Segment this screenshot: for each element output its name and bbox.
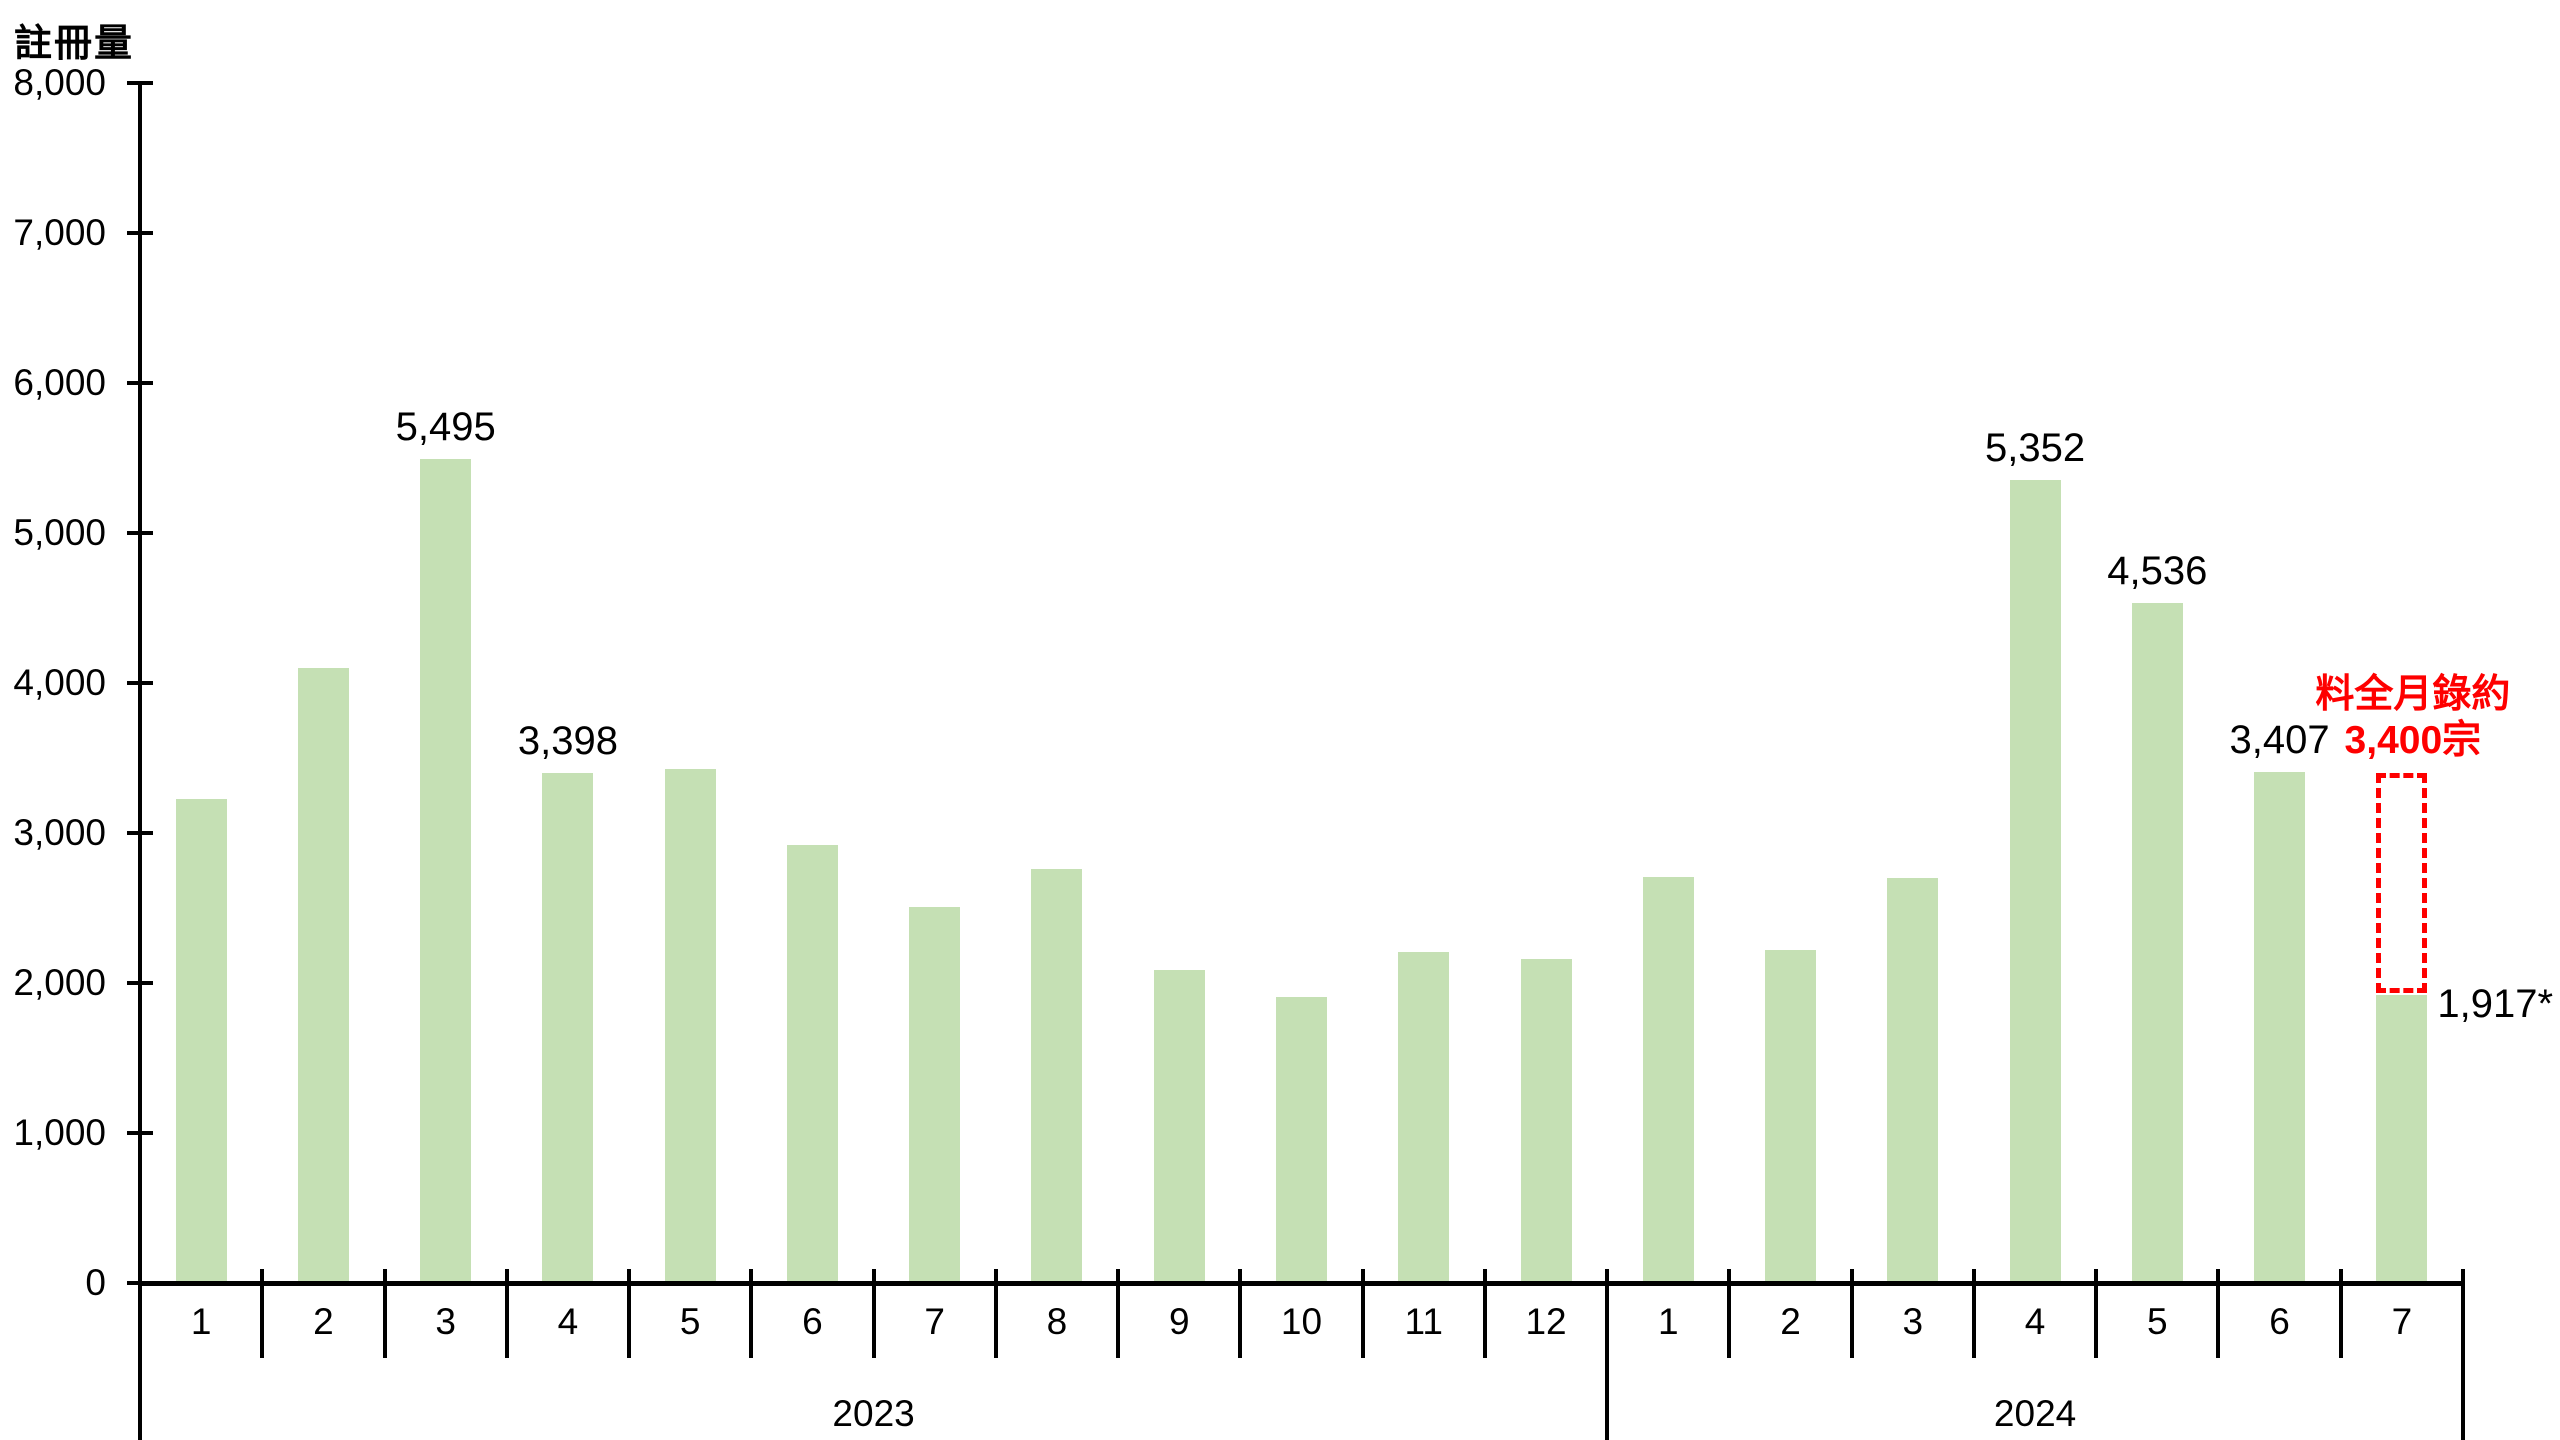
x-axis-month-label: 1 — [190, 1301, 212, 1342]
forecast-label: 料全月錄約 3,400宗 — [2213, 672, 2560, 764]
bar — [2376, 995, 2428, 1283]
bar — [909, 906, 961, 1283]
x-axis-tick — [627, 1269, 632, 1358]
x-axis-year-label: 2023 — [832, 1393, 915, 1434]
x-axis-month-label: 7 — [2391, 1301, 2413, 1342]
y-axis-tick — [127, 81, 153, 85]
forecast-label-line: 3,400宗 — [2344, 719, 2482, 762]
y-axis-tick — [127, 1131, 153, 1135]
y-axis-tick-label: 1,000 — [13, 1112, 106, 1153]
x-axis-month-label: 3 — [435, 1301, 456, 1342]
x-axis-year-label: 2024 — [1993, 1393, 2077, 1434]
x-axis-tick — [504, 1269, 509, 1358]
y-axis-line — [138, 83, 142, 1440]
y-axis-tick — [127, 981, 153, 985]
y-axis-tick-label: 8,000 — [13, 62, 106, 103]
chart-title: 註冊量 — [14, 23, 135, 65]
bar — [1398, 952, 1450, 1283]
x-axis-month-label: 2 — [1780, 1301, 1801, 1342]
x-axis-month-label: 8 — [1046, 1301, 1068, 1342]
bar — [1642, 876, 1694, 1283]
bar-value-label: 3,398 — [517, 719, 618, 764]
bar-value-label: 4,536 — [2107, 548, 2208, 593]
x-axis-tick — [993, 1269, 998, 1358]
x-axis-month-label: 10 — [1280, 1301, 1323, 1342]
y-axis-tick — [127, 531, 153, 535]
bar-value-label: 5,352 — [1985, 426, 2086, 471]
x-axis-month-label: 5 — [679, 1301, 701, 1342]
x-axis-month-label: 6 — [2269, 1301, 2290, 1342]
y-axis-tick-label: 6,000 — [13, 362, 106, 403]
forecast-box — [2376, 773, 2428, 994]
x-axis-month-label: 12 — [1525, 1301, 1567, 1342]
bar — [2254, 771, 2306, 1283]
x-axis-month-label: 11 — [1404, 1301, 1443, 1342]
x-axis-tick — [1605, 1269, 1610, 1440]
bar — [786, 845, 838, 1283]
bar — [664, 768, 716, 1283]
x-axis-month-label: 2 — [313, 1301, 334, 1342]
bar — [1153, 970, 1205, 1283]
x-axis-tick — [2461, 1269, 2465, 1440]
x-axis-month-label: 1 — [1657, 1301, 1679, 1342]
y-axis-tick-label: 4,000 — [13, 662, 106, 703]
x-axis-tick — [1971, 1269, 1976, 1358]
forecast-label-line: 料全月錄約 — [2315, 673, 2511, 716]
x-axis-tick — [1238, 1269, 1243, 1358]
bar — [1031, 869, 1083, 1283]
x-axis-tick — [1482, 1269, 1487, 1358]
bar — [1520, 959, 1572, 1283]
bar-value-label: 3,407 — [2229, 717, 2330, 762]
x-axis-tick — [1727, 1269, 1732, 1358]
x-axis-tick — [2338, 1269, 2343, 1358]
bar — [1276, 996, 1327, 1283]
y-axis-tick-label: 5,000 — [13, 512, 106, 553]
bar — [1887, 878, 1939, 1283]
x-axis-month-label: 5 — [2147, 1301, 2168, 1342]
x-axis-tick — [2094, 1269, 2099, 1358]
bar — [1765, 950, 1817, 1283]
x-axis-month-label: 7 — [924, 1301, 945, 1342]
y-axis-tick-label: 7,000 — [13, 212, 106, 253]
x-axis-month-label: 9 — [1168, 1301, 1190, 1342]
y-axis-tick-label: 0 — [85, 1262, 106, 1303]
x-axis-month-label: 4 — [557, 1301, 579, 1342]
bar-value-label: 5,495 — [395, 404, 496, 449]
x-axis-tick — [260, 1269, 265, 1358]
x-axis-tick — [382, 1269, 387, 1358]
bar — [2131, 602, 2183, 1283]
x-axis-tick — [1849, 1269, 1854, 1358]
bar — [420, 458, 472, 1283]
y-axis-tick — [127, 381, 153, 385]
y-axis-tick — [127, 831, 153, 835]
x-axis-tick — [871, 1269, 876, 1358]
bar-value-label: 1,917* — [2437, 982, 2554, 1027]
x-axis-tick — [1360, 1269, 1365, 1358]
x-axis-month-label: 4 — [2024, 1301, 2046, 1342]
bar — [542, 773, 594, 1283]
x-axis-month-label: 6 — [802, 1301, 823, 1342]
y-axis-tick-label: 2,000 — [13, 962, 106, 1003]
x-axis-tick — [2216, 1269, 2221, 1358]
x-axis-line — [140, 1281, 2463, 1286]
x-axis-tick — [1116, 1269, 1121, 1358]
x-axis-tick — [749, 1269, 754, 1358]
bar — [297, 668, 349, 1283]
y-axis-tick-label: 3,000 — [13, 812, 106, 853]
y-axis-tick — [127, 231, 153, 235]
bar — [175, 798, 227, 1283]
y-axis-tick — [127, 681, 153, 685]
x-axis-month-label: 3 — [1902, 1301, 1924, 1342]
bar — [2009, 480, 2061, 1283]
